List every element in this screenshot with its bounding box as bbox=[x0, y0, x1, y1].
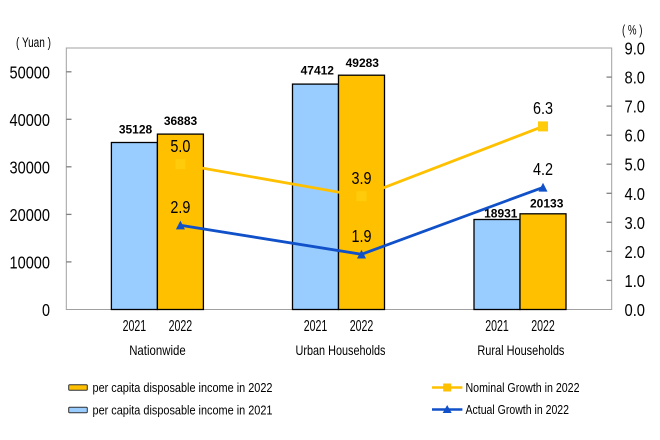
svg-text:4.0: 4.0 bbox=[625, 184, 646, 204]
svg-text:Nationwide: Nationwide bbox=[129, 342, 186, 358]
svg-text:36883: 36883 bbox=[164, 114, 198, 128]
svg-text:Rural Households: Rural Households bbox=[477, 342, 564, 358]
svg-text:3.9: 3.9 bbox=[352, 168, 372, 188]
svg-text:5.0: 5.0 bbox=[625, 155, 646, 175]
svg-text:2021: 2021 bbox=[304, 318, 328, 335]
svg-text:Urban Households: Urban Households bbox=[296, 342, 386, 358]
svg-text:( % ): ( % ) bbox=[622, 23, 643, 38]
svg-text:2.9: 2.9 bbox=[170, 197, 190, 217]
svg-text:( Yuan ): ( Yuan ) bbox=[16, 35, 51, 50]
svg-text:18931: 18931 bbox=[484, 207, 518, 221]
svg-text:47412: 47412 bbox=[301, 63, 335, 77]
svg-text:7.0: 7.0 bbox=[625, 97, 646, 117]
svg-text:Nominal Growth in 2022: Nominal Growth in 2022 bbox=[466, 380, 580, 395]
svg-text:Actual Growth in 2022: Actual Growth in 2022 bbox=[466, 402, 570, 417]
svg-text:6.3: 6.3 bbox=[533, 98, 553, 118]
svg-text:35128: 35128 bbox=[119, 122, 153, 136]
svg-text:1.9: 1.9 bbox=[352, 226, 372, 246]
svg-text:4.2: 4.2 bbox=[533, 159, 553, 179]
svg-text:2021: 2021 bbox=[123, 318, 147, 335]
svg-text:2022: 2022 bbox=[350, 318, 374, 335]
svg-text:per capita disposable income i: per capita disposable income in 2022 bbox=[93, 380, 273, 395]
svg-text:50000: 50000 bbox=[10, 62, 51, 82]
svg-text:10000: 10000 bbox=[10, 252, 51, 272]
svg-text:5.0: 5.0 bbox=[170, 136, 190, 156]
svg-text:2021: 2021 bbox=[485, 318, 509, 335]
svg-text:40000: 40000 bbox=[10, 110, 51, 130]
svg-text:per capita disposable income i: per capita disposable income in 2021 bbox=[93, 403, 273, 418]
svg-text:3.0: 3.0 bbox=[625, 213, 646, 233]
svg-text:49283: 49283 bbox=[346, 56, 380, 70]
svg-text:8.0: 8.0 bbox=[625, 68, 646, 88]
svg-text:20000: 20000 bbox=[10, 205, 51, 225]
svg-text:0.0: 0.0 bbox=[625, 300, 646, 320]
svg-text:6.0: 6.0 bbox=[625, 126, 646, 146]
svg-text:2022: 2022 bbox=[531, 318, 555, 335]
svg-text:30000: 30000 bbox=[10, 157, 51, 177]
svg-text:2.0: 2.0 bbox=[625, 242, 646, 262]
svg-text:9.0: 9.0 bbox=[625, 39, 646, 59]
svg-text:2022: 2022 bbox=[169, 318, 193, 335]
svg-text:0: 0 bbox=[42, 300, 50, 320]
svg-text:20133: 20133 bbox=[530, 197, 564, 211]
svg-text:1.0: 1.0 bbox=[625, 271, 646, 291]
